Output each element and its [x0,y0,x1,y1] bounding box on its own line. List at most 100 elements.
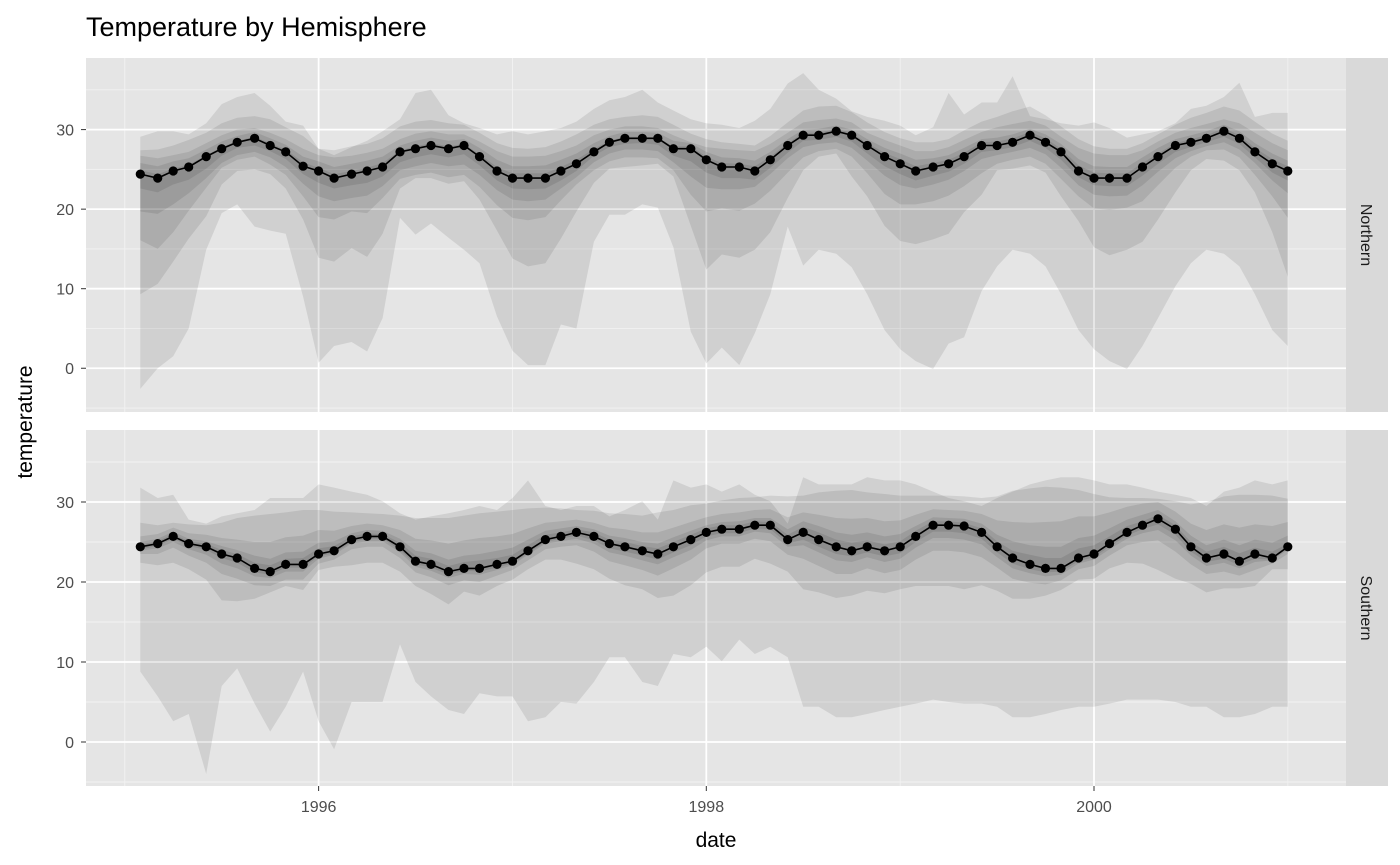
data-point [362,531,372,542]
y-tick-label: 20 [56,202,74,219]
facet-label: Southern [1357,576,1374,641]
facet-strip [1346,430,1388,786]
data-point [814,130,824,140]
data-point [765,520,775,530]
data-point [410,556,421,566]
data-point [1201,133,1211,143]
data-point [1219,126,1229,136]
data-point [1170,524,1180,534]
data-point [281,559,291,570]
data-point [620,133,630,143]
band-50% [140,73,1288,389]
data-point [459,140,469,151]
data-point [1283,166,1293,176]
data-point [571,527,582,538]
data-point [1201,553,1211,563]
data-point [1122,173,1132,183]
data-point [1073,166,1084,176]
data-point [250,133,260,143]
y-axis-title: temperature [14,365,37,478]
data-point [992,140,1002,151]
data-point [443,567,454,577]
data-point [395,147,405,157]
band-99% [140,510,1288,578]
data-point [1219,549,1229,559]
data-point [1104,173,1115,183]
data-point [734,162,744,172]
data-point [201,542,211,552]
data-point [1186,137,1196,147]
data-point [314,549,324,559]
data-point [701,155,711,165]
data-point [831,126,841,136]
data-point [459,563,469,574]
data-point [1008,137,1018,147]
data-point [1250,549,1260,559]
data-point [474,152,485,162]
data-point [217,144,227,154]
data-point [765,155,775,165]
data-point [168,166,178,176]
data-point [750,166,760,176]
data-point [831,542,841,552]
data-point [507,556,518,566]
data-point [443,144,454,154]
data-point [426,559,436,570]
data-point [153,173,163,183]
data-point [492,166,502,176]
data-point [1170,140,1180,151]
data-point [620,542,630,552]
data-point [426,140,436,151]
data-point [523,546,533,556]
y-tick-label: 0 [65,735,74,752]
x-tick-label: 1998 [689,799,725,816]
data-point [1025,559,1035,570]
data-point [378,531,388,542]
data-point [589,147,599,157]
panel-background [86,58,1346,412]
data-point [653,549,663,559]
data-point [783,140,793,151]
data-point [783,535,793,545]
data-point [1234,556,1244,566]
data-point [668,542,679,552]
data-point [523,173,533,183]
data-point [798,130,808,140]
data-point [862,140,872,151]
data-point [474,563,485,574]
data-point [135,169,145,179]
data-point [329,173,339,183]
data-point [1267,553,1277,563]
data-point [862,542,872,552]
data-point [750,520,760,530]
data-point [928,520,938,530]
data-point [1008,553,1018,563]
data-point [1186,542,1196,552]
data-point [298,161,308,171]
data-point [604,539,615,549]
data-point [977,527,987,538]
x-axis: 1996 1998 2000 [301,786,1112,816]
data-point [329,546,339,556]
data-point [686,535,696,545]
data-point [184,162,194,172]
facet-label: Northern [1357,204,1374,266]
band-50% [140,477,1288,774]
data-point [637,546,647,556]
data-point [814,535,824,545]
data-point [347,169,357,179]
y-tick-label: 10 [56,655,74,672]
data-point [880,546,890,556]
data-point [637,133,647,143]
data-point [362,166,372,176]
data-point [135,542,145,552]
data-point [265,140,275,151]
data-point [717,162,727,172]
data-point [911,166,921,176]
data-point [1267,159,1277,169]
x-axis-title: date [696,829,737,852]
data-point [265,567,275,577]
panel-southern: 0 10 20 30 Southern [56,430,1388,786]
y-tick-label: 10 [56,282,74,299]
